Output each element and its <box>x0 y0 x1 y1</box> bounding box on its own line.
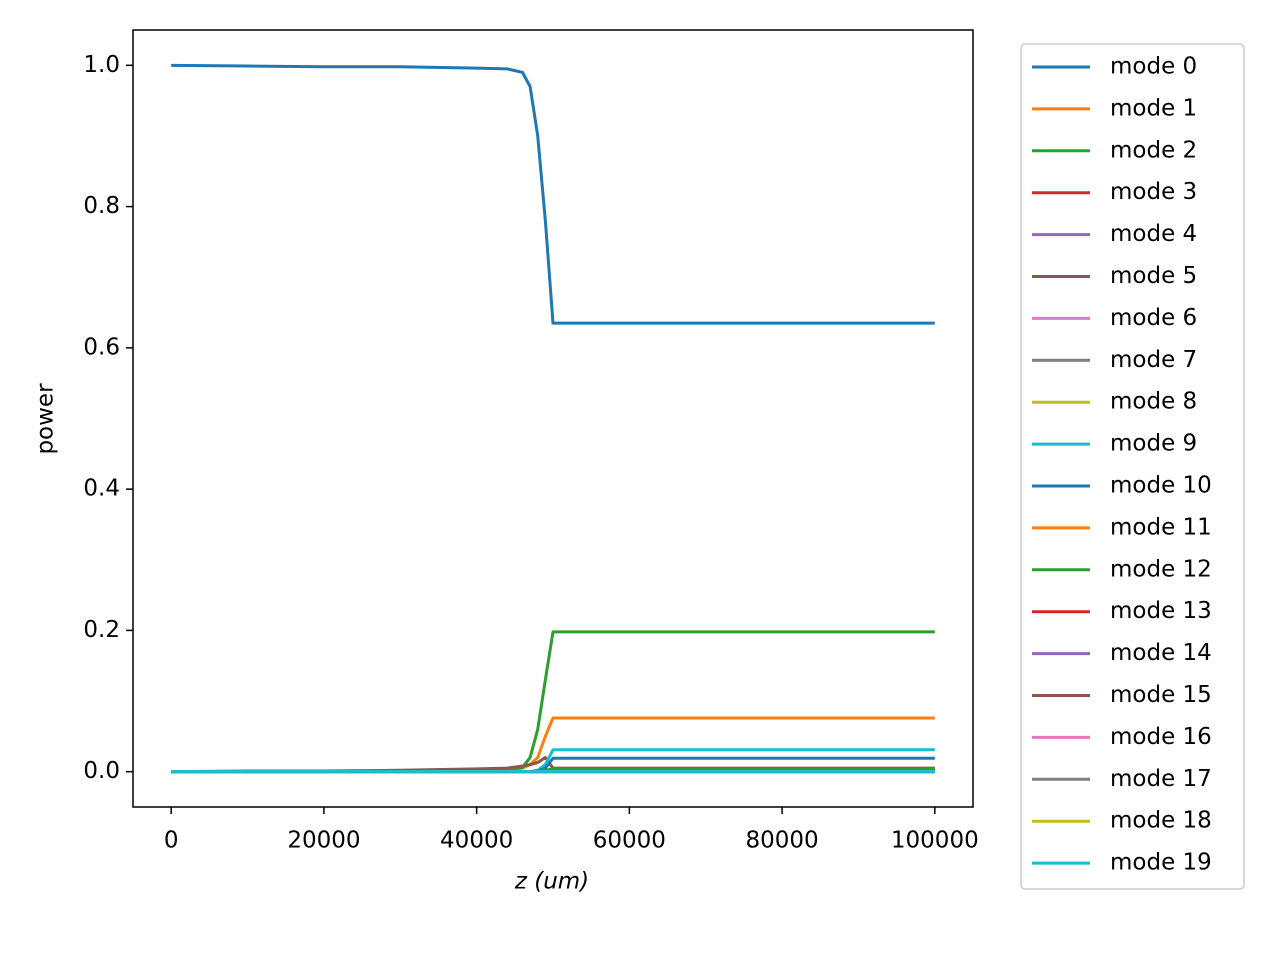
x-tick-label: 100000 <box>891 828 979 854</box>
series-line <box>171 63 935 325</box>
y-tick-label: 0.2 <box>83 617 120 643</box>
y-tick-label: 0.4 <box>83 476 120 502</box>
axes-frame <box>132 29 974 808</box>
legend-label: mode 14 <box>1110 640 1212 666</box>
x-tick-label: 80000 <box>746 828 819 854</box>
x-axis-label: z (um) <box>514 869 589 895</box>
legend-label: mode 2 <box>1110 137 1197 163</box>
legend-label: mode 5 <box>1110 263 1197 289</box>
legend-label: mode 3 <box>1110 179 1197 205</box>
legend-label: mode 17 <box>1110 766 1212 792</box>
y-tick-label: 0.6 <box>83 334 120 360</box>
y-tick-label: 0.0 <box>83 758 120 784</box>
legend-label: mode 9 <box>1110 431 1197 457</box>
legend-label: mode 8 <box>1110 389 1197 415</box>
x-tick-label: 20000 <box>287 828 360 854</box>
legend-box <box>1020 43 1245 890</box>
x-tick-label: 0 <box>164 828 179 854</box>
y-axis-label: power <box>33 383 59 455</box>
legend-label: mode 19 <box>1110 850 1212 876</box>
legend-label: mode 1 <box>1110 95 1197 121</box>
legend-label: mode 4 <box>1110 221 1197 247</box>
legend-label: mode 0 <box>1110 54 1197 80</box>
legend-label: mode 13 <box>1110 598 1212 624</box>
legend-label: mode 7 <box>1110 347 1197 373</box>
legend-label: mode 16 <box>1110 724 1212 750</box>
y-tick-label: 0.8 <box>83 193 120 219</box>
legend-label: mode 12 <box>1110 556 1212 582</box>
legend-label: mode 6 <box>1110 305 1197 331</box>
x-tick-label: 40000 <box>440 828 513 854</box>
y-tick-label: 1.0 <box>83 52 120 78</box>
legend-label: mode 11 <box>1110 514 1212 540</box>
legend-label: mode 15 <box>1110 682 1212 708</box>
legend-label: mode 18 <box>1110 808 1212 834</box>
x-tick-label: 60000 <box>593 828 666 854</box>
legend-label: mode 10 <box>1110 473 1212 499</box>
